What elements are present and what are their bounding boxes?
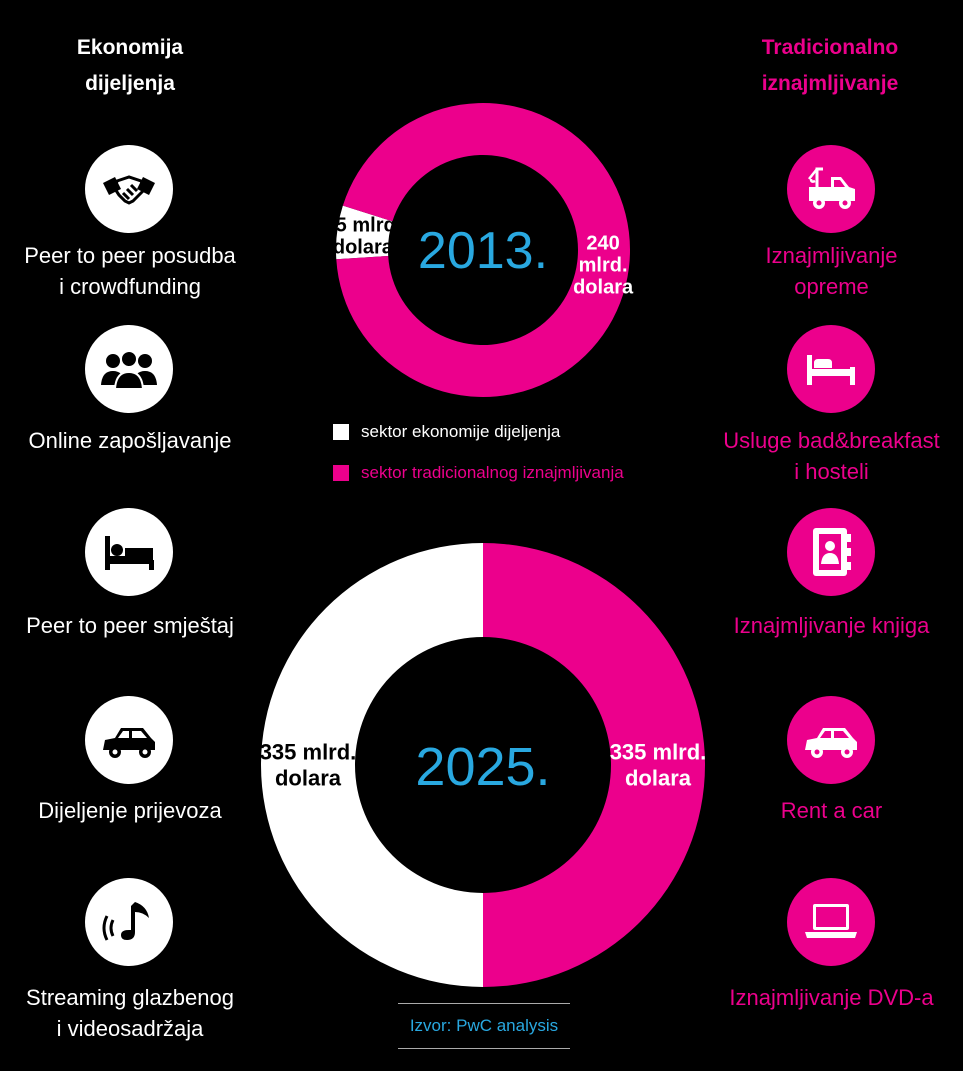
traditional-rental-heading: Tradicionalno iznajmljivanje xyxy=(740,30,920,102)
donut-slice-value-label: 240 mlrd. dolara xyxy=(573,233,634,299)
sharing-item-accommodation: Peer to peer smještaj xyxy=(0,610,260,641)
traditional-item-books: Iznajmljivanje knjiga xyxy=(700,610,963,641)
traditional-item-label: Iznajmljivanje DVD-a xyxy=(729,985,934,1010)
sharing-item-label: i crowdfunding xyxy=(59,274,201,299)
bed-icon xyxy=(787,325,875,413)
bed-icon xyxy=(85,508,173,596)
donut-slice-2025-sharing xyxy=(261,543,483,987)
car-icon xyxy=(85,696,173,784)
sharing-item-label: Peer to peer smještaj xyxy=(26,613,234,638)
sharing-item-streaming: Streaming glazbenog i videosadržaja xyxy=(0,982,260,1044)
donut-slice-value-label: 335 mlrd. dolara xyxy=(260,740,357,791)
address-book-icon xyxy=(787,508,875,596)
sharing-item-label: i videosadržaja xyxy=(56,1016,204,1041)
sharing-item-employment: Online zapošljavanje xyxy=(0,425,260,456)
legend-swatch-pink xyxy=(333,465,349,481)
legend-label-traditional: sektor tradicionalnog iznajmljivanja xyxy=(361,463,624,482)
traditional-heading-line2: iznajmljivanje xyxy=(761,72,899,95)
sharing-item-label: Streaming glazbenog xyxy=(26,985,234,1010)
sharing-heading-line1: Ekonomija xyxy=(76,36,184,59)
legend-label-sharing: sektor ekonomije dijeljenja xyxy=(361,422,561,441)
traditional-item-label: Rent a car xyxy=(780,798,883,823)
laptop-icon xyxy=(787,878,875,966)
sharing-item-rideshare: Dijeljenje prijevoza xyxy=(0,795,260,826)
sharing-item-label: Peer to peer posudba xyxy=(24,243,236,268)
tow-truck-icon xyxy=(787,145,875,233)
sharing-item-label: Online zapošljavanje xyxy=(28,428,232,453)
traditional-item-label: Iznajmljivanje xyxy=(765,243,898,268)
donut-slice-2013-sharing xyxy=(336,205,393,260)
donut-slice-value-label: 15 mlrd. dolara xyxy=(325,214,402,258)
donut-center-year: 2013. xyxy=(418,222,548,280)
traditional-item-bnb: Usluge bad&breakfast i hosteli xyxy=(700,425,963,487)
donut-slice-2013-traditional xyxy=(336,103,630,398)
traditional-item-label: Usluge bad&breakfast xyxy=(723,428,940,453)
source-text: Izvor: PwC analysis xyxy=(409,1016,559,1035)
legend-item-sharing: sektor ekonomije dijeljenja xyxy=(333,422,560,442)
sharing-item-lending: Peer to peer posudba i crowdfunding xyxy=(0,240,260,302)
people-group-icon xyxy=(85,325,173,413)
source-note: Izvor: PwC analysis xyxy=(398,1003,570,1049)
traditional-item-equipment: Iznajmljivanje opreme xyxy=(700,240,963,302)
sharing-heading-line2: dijeljenja xyxy=(85,72,175,95)
traditional-item-label: i hosteli xyxy=(794,459,869,484)
legend-swatch-white xyxy=(333,424,349,440)
music-note-icon xyxy=(85,878,173,966)
handshake-icon xyxy=(85,145,173,233)
donut-center-year: 2025. xyxy=(415,737,550,797)
traditional-item-dvd: Iznajmljivanje DVD-a xyxy=(700,982,963,1013)
sharing-item-label: Dijeljenje prijevoza xyxy=(38,798,222,823)
donut-slice-value-label: 335 mlrd. dolara xyxy=(610,740,707,791)
traditional-heading-line1: Tradicionalno xyxy=(761,36,899,59)
traditional-item-label: opreme xyxy=(794,274,869,299)
traditional-item-rentacar: Rent a car xyxy=(700,795,963,826)
traditional-item-label: Iznajmljivanje knjiga xyxy=(733,613,930,638)
donut-slice-2025-traditional xyxy=(483,543,705,987)
car-icon xyxy=(787,696,875,784)
sharing-economy-heading: Ekonomija dijeljenja xyxy=(40,30,220,102)
legend-item-traditional: sektor tradicionalnog iznajmljivanja xyxy=(333,463,624,483)
